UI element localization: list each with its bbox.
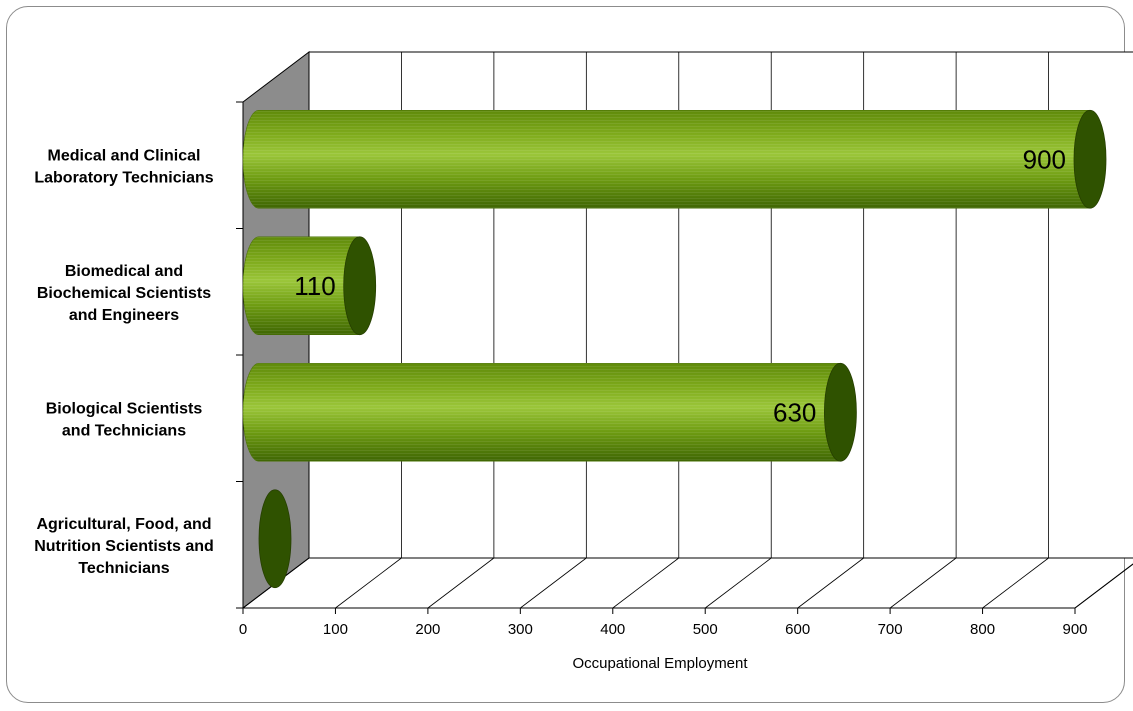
category-label: Medical and Clinical Laboratory Technicia…	[34, 147, 213, 186]
x-tick-label: 300	[508, 621, 533, 638]
bar: 900	[242, 109, 1107, 209]
x-tick-label: 0	[239, 621, 247, 638]
x-axis: 0 100 200 300 400 500 600 700 800 900	[239, 608, 1088, 638]
bar-texture	[243, 236, 360, 335]
floor-gridline	[520, 557, 587, 609]
floor-gridline	[704, 557, 772, 609]
x-tick-label: 900	[1062, 621, 1087, 638]
x-tick-label: 400	[600, 621, 625, 638]
x-tick-label: 500	[693, 621, 718, 638]
floor-gridline	[612, 557, 680, 609]
floor-gridline	[797, 557, 864, 609]
bar-series: 900 110 630	[242, 109, 1107, 589]
category-label: Biomedical and Biochemical Scientists and …	[37, 263, 211, 324]
data-label: 630	[773, 397, 816, 427]
bar-texture	[243, 363, 841, 462]
bar-end-cap	[258, 489, 292, 589]
x-tick-label: 600	[785, 621, 810, 638]
bar: 110	[242, 236, 377, 336]
x-tick-label: 200	[415, 621, 440, 638]
x-tick-label: 800	[970, 621, 995, 638]
floor-gridline	[335, 557, 402, 609]
bar-texture	[243, 110, 1090, 209]
bar-end-cap	[824, 362, 857, 462]
category-label: Agricultural, Food, and Nutrition Scienti…	[34, 516, 214, 577]
floor	[241, 557, 1133, 609]
x-axis-title: Occupational Employment	[572, 655, 748, 672]
bar-end-cap	[343, 236, 377, 336]
x-tick-label: 100	[323, 621, 348, 638]
bar: 630	[242, 362, 857, 462]
bar	[258, 489, 292, 589]
data-label: 900	[1023, 144, 1066, 174]
category-label: Biological Scientists and Technicians	[46, 400, 203, 439]
y-axis: Medical and Clinical Laboratory Technicia…	[34, 101, 243, 609]
floor-gridline	[889, 557, 957, 609]
data-label: 110	[294, 271, 335, 301]
bar-end-cap	[1073, 109, 1107, 209]
floor-gridline	[1074, 563, 1133, 609]
x-tick-label: 700	[878, 621, 903, 638]
floor-gridline	[982, 557, 1049, 609]
floor-gridline	[427, 557, 495, 609]
